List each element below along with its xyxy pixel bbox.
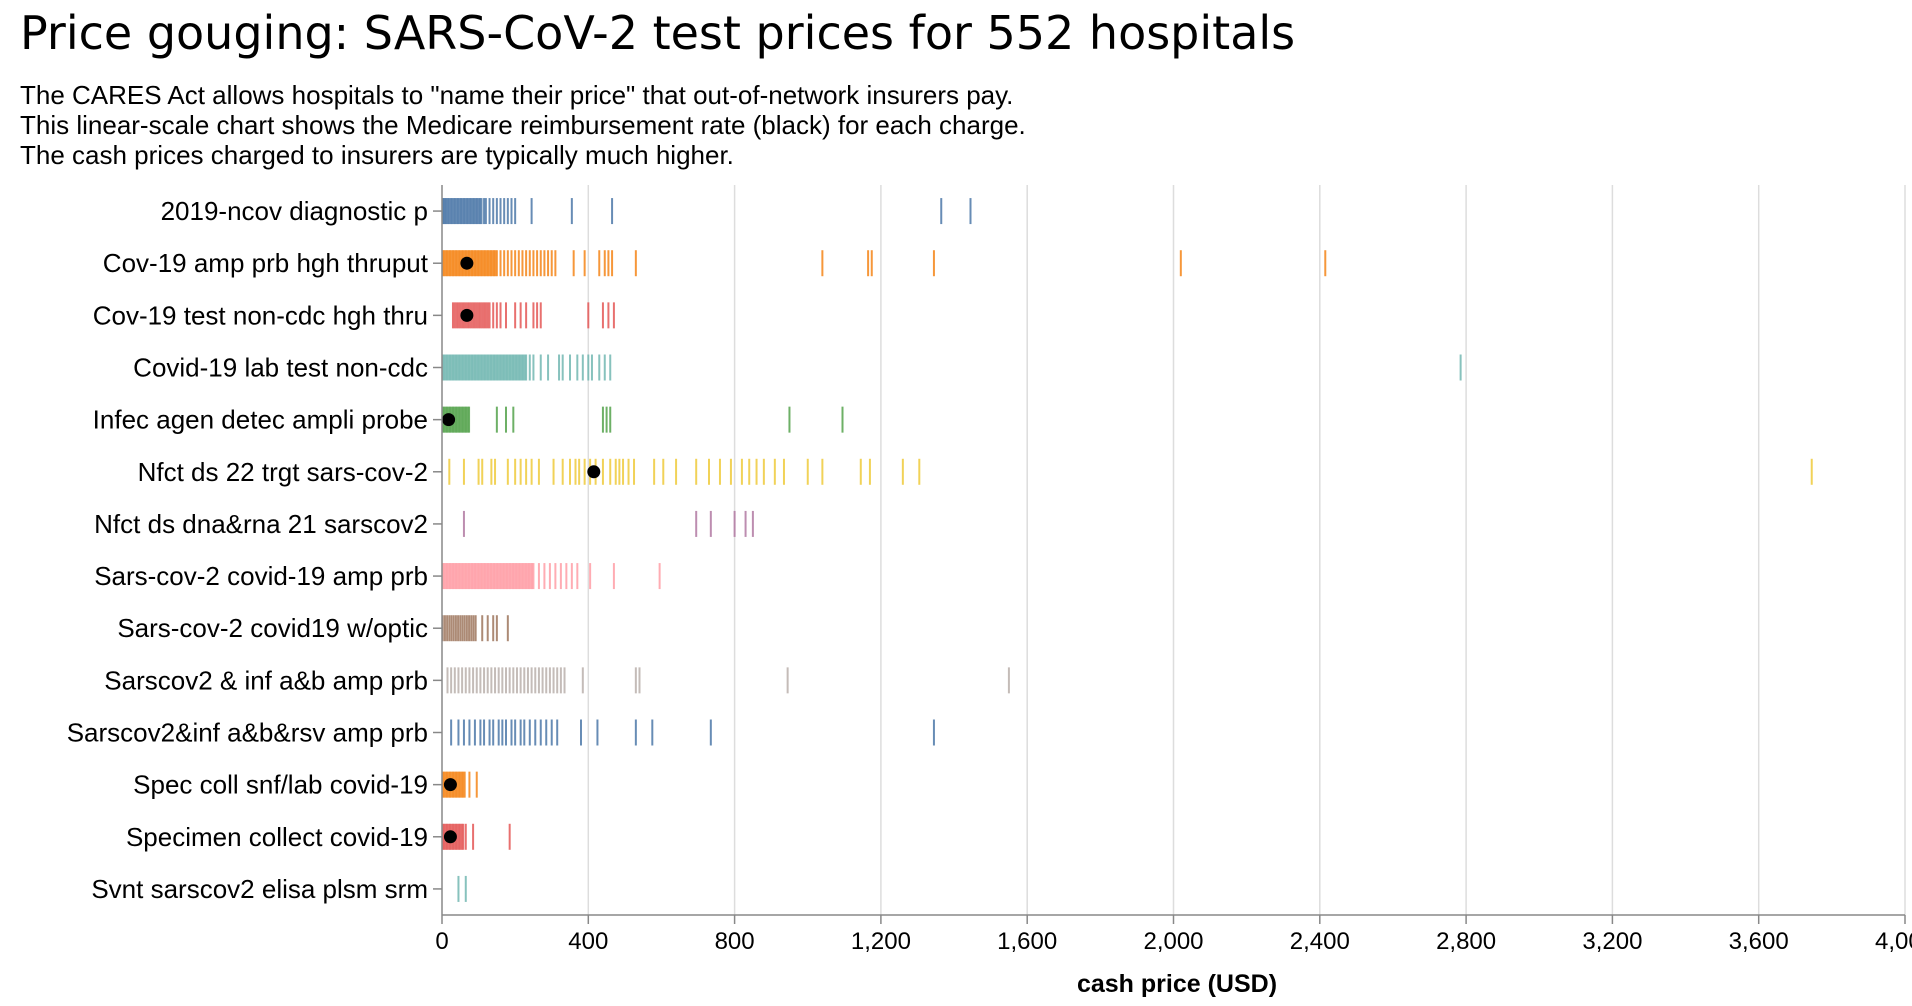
strip-row	[441, 354, 1462, 381]
x-tick-label: 1,200	[851, 928, 911, 955]
y-tick-label: Infec agen detec ampli probe	[93, 405, 428, 435]
x-axis-title: cash price (USD)	[1077, 970, 1277, 998]
subtitle-line-2: This linear-scale chart shows the Medica…	[20, 110, 1026, 140]
y-tick-label: 2019-ncov diagnostic p	[161, 196, 428, 226]
strip-row	[448, 458, 1813, 485]
y-tick-label: Svnt sarscov2 elisa plsm srm	[91, 874, 428, 904]
medicare-point	[443, 830, 457, 844]
y-tick-label: Specimen collect covid-19	[126, 822, 428, 852]
y-tick-label: Nfct ds 22 trgt sars-cov-2	[138, 457, 428, 487]
y-tick-label: Sarscov2 & inf a&b amp prb	[104, 665, 428, 695]
marks-layer	[441, 198, 1813, 902]
medicare-point	[460, 308, 474, 322]
medicare-point	[587, 465, 601, 479]
strip-row	[441, 771, 478, 798]
medicare-point	[460, 256, 474, 270]
x-tick-label: 2,400	[1290, 928, 1350, 955]
grid-layer	[587, 185, 1906, 915]
strip-row	[441, 823, 511, 850]
strip-row	[441, 198, 972, 225]
x-tick-label: 3,600	[1729, 928, 1789, 955]
x-tick-label: 800	[715, 928, 755, 955]
axis-layer: 0 400 800 1,200 1,600 2,000 2,400 2,800 3,200 3,6…	[67, 185, 1912, 955]
y-tick-label: Nfct ds dna&rna 21 sarscov2	[94, 509, 428, 539]
x-tick-label: 400	[568, 928, 608, 955]
y-tick-label: Sarscov2&inf a&b&rsv amp prb	[67, 718, 428, 748]
strip-row	[451, 302, 615, 329]
strip-row	[446, 667, 1010, 694]
y-tick-label: Covid-19 lab test non-cdc	[133, 353, 428, 383]
strip-row	[441, 615, 509, 642]
strip-row	[441, 563, 661, 590]
y-tick-label: Cov-19 test non-cdc hgh thru	[93, 300, 428, 330]
x-tick-label: 2,800	[1436, 928, 1496, 955]
subtitle-line-1: The CARES Act allows hospitals to "name …	[20, 80, 1014, 110]
strip-row	[450, 719, 935, 746]
x-tick-label: 4,000	[1875, 928, 1912, 955]
medicare-point	[442, 413, 456, 427]
x-tick-label: 3,200	[1582, 928, 1642, 955]
subtitle-line-3: The cash prices charged to insurers are …	[20, 140, 734, 170]
y-tick-label: Sars-cov-2 covid19 w/optic	[117, 613, 428, 643]
chart-title: Price gouging: SARS-CoV-2 test prices fo…	[20, 6, 1296, 60]
strip-row	[441, 406, 844, 433]
y-tick-label: Cov-19 amp prb hgh thruput	[103, 248, 429, 278]
x-tick-label: 1,600	[997, 928, 1057, 955]
x-tick-label: 0	[435, 928, 448, 955]
y-tick-label: Sars-cov-2 covid-19 amp prb	[94, 561, 428, 591]
medicare-point	[443, 778, 457, 792]
strip-row	[462, 510, 754, 537]
y-tick-label: Spec coll snf/lab covid-19	[133, 770, 428, 800]
strip-row	[457, 875, 467, 902]
strip-row	[441, 250, 1327, 277]
x-tick-label: 2,000	[1143, 928, 1203, 955]
